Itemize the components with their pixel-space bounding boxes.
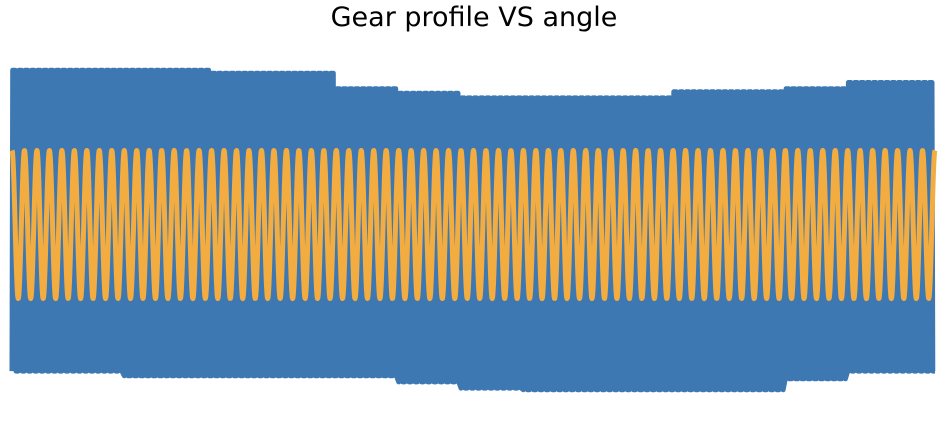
chart-title: Gear profile VS angle: [330, 2, 618, 33]
angle-sine-series-line: [9, 147, 938, 302]
